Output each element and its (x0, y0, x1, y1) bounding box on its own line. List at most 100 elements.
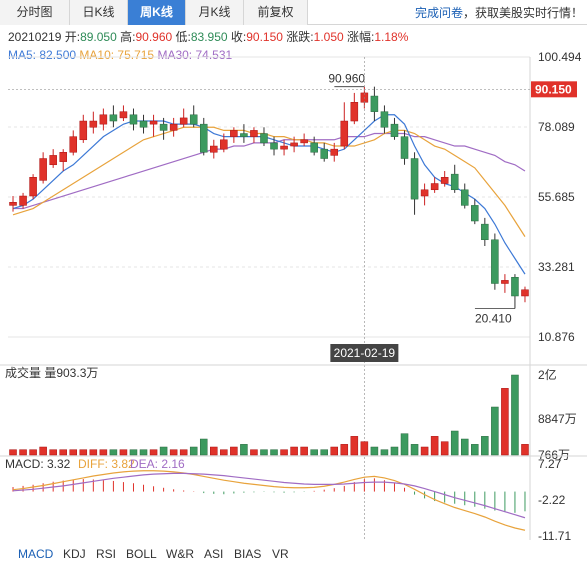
indicator-tab-kdj[interactable]: KDJ (63, 547, 86, 561)
volume-axis-label: 766万 (538, 448, 570, 462)
candle (380, 105, 389, 134)
candle-body (240, 133, 248, 137)
candle-body (471, 205, 479, 222)
candle (39, 152, 47, 184)
candle-body (189, 114, 198, 125)
indicator-tab-boll[interactable]: BOLL (126, 547, 157, 561)
volume-bar (501, 388, 509, 456)
indicator-tabs: MACD KDJ RSI BOLL W&R ASI BIAS VR (0, 545, 587, 562)
indicator-tab-asi[interactable]: ASI (204, 547, 224, 561)
volume-bar (59, 449, 67, 456)
candle-body (39, 158, 47, 181)
candle (260, 127, 268, 147)
volume-bar (410, 444, 419, 456)
candle (189, 105, 198, 128)
volume-bar (360, 441, 369, 456)
open-value: 89.050 (80, 30, 117, 44)
candle (129, 108, 138, 131)
candle (169, 117, 178, 137)
tab-intraday[interactable]: 分时图 (0, 0, 70, 25)
candle (280, 139, 288, 156)
volume-bar (69, 449, 78, 456)
volume-bar (400, 433, 409, 456)
candle-body (460, 189, 469, 206)
candle-body (19, 195, 27, 206)
volume-bar (240, 444, 248, 456)
volume-bar (511, 374, 519, 456)
candle-body (280, 145, 288, 150)
indicator-tab-rsi[interactable]: RSI (96, 547, 117, 561)
candle (29, 174, 37, 200)
indicator-tab-macd[interactable]: MACD (18, 547, 54, 561)
diff-value-label: DIFF: 3.82 (78, 457, 135, 471)
candle (320, 142, 328, 162)
volume-bar (189, 446, 198, 456)
current-price-tag (531, 81, 577, 98)
volume-bar (169, 449, 178, 456)
indicator-tab-wr[interactable]: W&R (166, 547, 194, 561)
candle (139, 114, 148, 134)
ma5-legend: MA5: 82.500 (8, 48, 77, 62)
candle-body (430, 183, 439, 191)
candle (89, 111, 98, 134)
tab-monthly-k[interactable]: 月K线 (186, 0, 244, 25)
volume-bar (9, 449, 17, 456)
volume-bar (450, 430, 459, 456)
candle (49, 149, 57, 168)
candle-body (330, 148, 339, 156)
volume-bar (89, 449, 98, 456)
high-value: 90.960 (135, 30, 173, 44)
candle (410, 152, 419, 215)
candle-body (420, 189, 429, 197)
candle-body (260, 133, 268, 144)
crosshair-date-text: 2021-02-19 (334, 346, 396, 360)
volume-bar (99, 449, 108, 456)
survey-link[interactable]: 完成问卷 (414, 6, 463, 20)
candle (9, 196, 17, 212)
volume-bar (390, 446, 399, 456)
pct-value: 1.18% (374, 30, 409, 44)
candle-body (9, 202, 17, 206)
promo-text: ，获取美股实时行情！ (462, 6, 583, 20)
indicator-tab-vr[interactable]: VR (272, 547, 289, 561)
candle (99, 108, 108, 131)
volume-bar (179, 449, 188, 456)
volume-bar (430, 436, 439, 456)
low-value: 83.950 (190, 30, 228, 44)
price-axis-label: 78.089 (538, 120, 575, 134)
dea-line (12, 472, 526, 519)
candle-body (250, 130, 258, 137)
candle (220, 133, 228, 153)
volume-bar (340, 444, 349, 456)
candle (250, 127, 258, 143)
candle-body (300, 139, 308, 144)
candle (430, 177, 439, 193)
ma-legend: MA5: 82.500 MA10: 75.715 MA30: 74.531 (8, 48, 232, 62)
macd-axis-label: 7.27 (538, 457, 562, 471)
candle (511, 274, 519, 309)
candle (491, 233, 499, 290)
tab-forward-adjusted[interactable]: 前复权 (244, 0, 308, 25)
candle-body (199, 123, 208, 153)
candle (481, 217, 489, 247)
indicator-tab-bias[interactable]: BIAS (234, 547, 262, 561)
tab-daily-k[interactable]: 日K线 (70, 0, 128, 25)
candle (501, 274, 509, 293)
candle-body (290, 142, 298, 147)
change-label: 涨跌: (286, 30, 314, 44)
volume-bar (350, 436, 359, 456)
volume-axis-label: 2亿 (538, 367, 557, 382)
candle-body (129, 114, 138, 125)
tab-weekly-k[interactable]: 周K线 (128, 0, 186, 25)
candle (340, 102, 349, 150)
candle-body (230, 130, 238, 137)
volume-bar (230, 446, 238, 456)
volume-bar (199, 438, 208, 456)
candle-body (270, 142, 278, 150)
ma5-line (12, 114, 526, 275)
candle (69, 130, 78, 156)
volume-bar (420, 446, 429, 456)
volume-bar (270, 449, 278, 456)
volume-bar (330, 446, 339, 456)
